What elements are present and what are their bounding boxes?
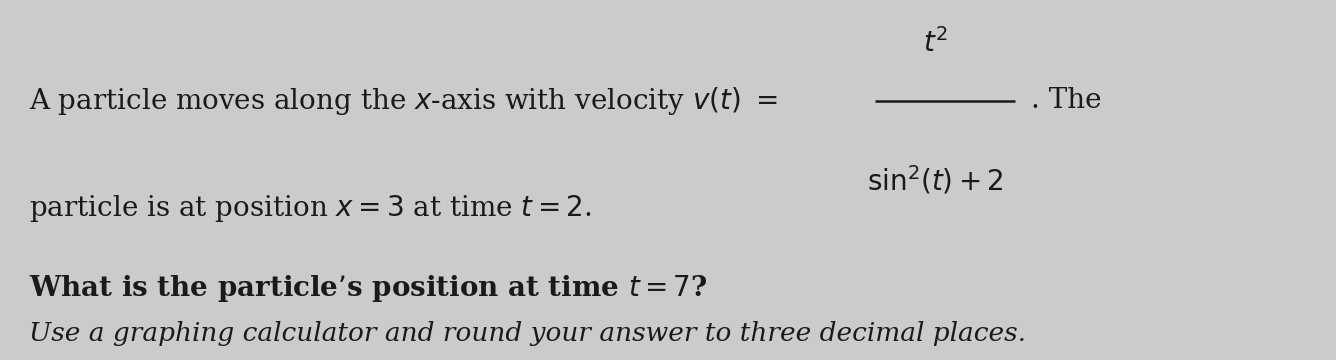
Text: . The: . The: [1031, 87, 1102, 114]
Text: particle is at position $x = 3$ at time $t = 2$.: particle is at position $x = 3$ at time …: [29, 193, 592, 224]
Text: $t^2$: $t^2$: [923, 28, 947, 58]
Text: A particle moves along the $\mathit{x}$-axis with velocity $v(t)$ $=$: A particle moves along the $\mathit{x}$-…: [29, 85, 779, 117]
Text: What is the particle’s position at time $t = 7$?: What is the particle’s position at time …: [29, 273, 708, 303]
Text: Use a graphing calculator and round your answer to three decimal places.: Use a graphing calculator and round your…: [29, 321, 1026, 346]
Text: $\mathrm{sin}^2(t) + 2$: $\mathrm{sin}^2(t) + 2$: [867, 163, 1003, 197]
